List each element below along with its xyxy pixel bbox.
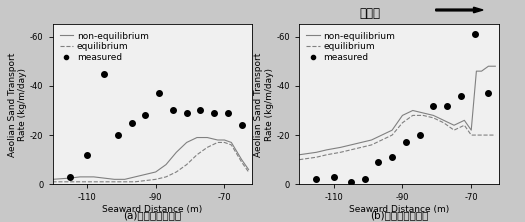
Text: 陸方向: 陸方向 <box>360 7 381 20</box>
Y-axis label: Aeolian Sand Transport
Rate (kg/m/day): Aeolian Sand Transport Rate (kg/m/day) <box>255 52 274 157</box>
Legend: non-equilibrium, equilibrium, measured: non-equilibrium, equilibrium, measured <box>57 29 151 65</box>
X-axis label: Seaward Distance (m): Seaward Distance (m) <box>349 205 449 214</box>
Y-axis label: Aeolian Sand Transport
Rate (kg/m/day): Aeolian Sand Transport Rate (kg/m/day) <box>8 52 27 157</box>
Legend: non-equilibrium, equilibrium, measured: non-equilibrium, equilibrium, measured <box>304 29 398 65</box>
Text: (b)植生がある場合: (b)植生がある場合 <box>370 210 428 220</box>
Text: (a)植生が無い場合: (a)植生が無い場合 <box>123 210 181 220</box>
X-axis label: Seaward Distance (m): Seaward Distance (m) <box>102 205 202 214</box>
